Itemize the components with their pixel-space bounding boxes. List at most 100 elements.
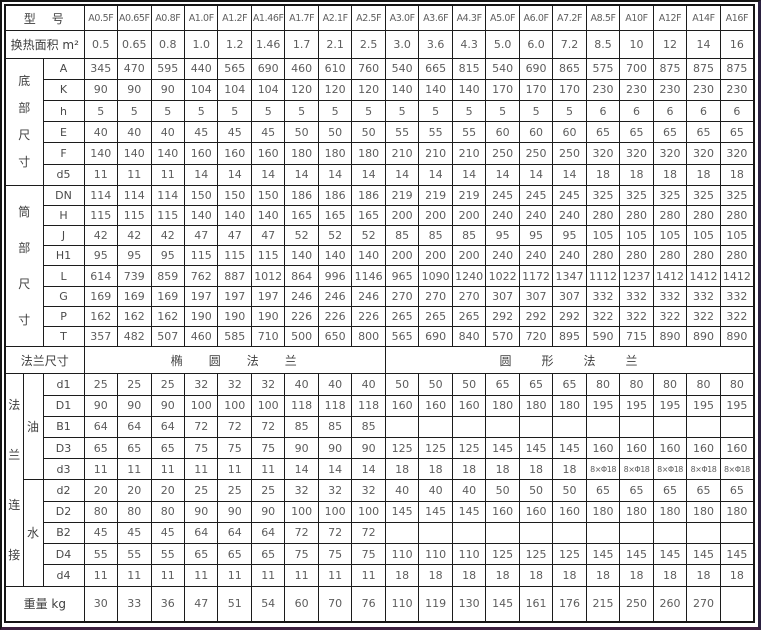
- dim-value: 245: [518, 184, 554, 206]
- dim-value: 180: [619, 500, 654, 523]
- dim-value: 32: [183, 373, 219, 396]
- model-name: A2.5F: [351, 4, 386, 32]
- dim-value: 5: [150, 99, 185, 123]
- dim-value: 11: [217, 458, 252, 481]
- dim-value: 11: [117, 163, 152, 186]
- dim-value: 65: [83, 437, 119, 460]
- weight-value: 36: [150, 585, 185, 623]
- dim-value: 5: [317, 99, 353, 123]
- dim-value: 50: [451, 373, 487, 396]
- dim-value: 140: [451, 78, 487, 101]
- dim-value: 11: [150, 458, 185, 481]
- dim-value: 180: [351, 142, 386, 165]
- table-row: P 162 162 162 190 190 190 226 226 226 265 265 265 292…: [5, 305, 755, 328]
- model-name: A12F: [652, 4, 688, 32]
- dim-value: 42: [150, 225, 185, 247]
- dim-value: 1112: [585, 265, 621, 287]
- dim-value: 11: [351, 564, 386, 587]
- dim-value: 85: [351, 415, 386, 439]
- row-label: H1: [42, 245, 85, 267]
- area-value: 5.0: [485, 30, 520, 59]
- weight-value: 33: [117, 585, 152, 623]
- dim-value: 104: [183, 78, 219, 101]
- area-value: 8.5: [585, 30, 621, 59]
- dim-value: 65: [652, 479, 688, 502]
- dim-value: 1237: [619, 265, 654, 287]
- dim-value: 118: [284, 394, 319, 417]
- dim-value: 64: [183, 521, 219, 545]
- dim-value: 1022: [485, 265, 520, 287]
- weight-value: 47: [183, 585, 219, 623]
- row-label: d4: [42, 564, 85, 587]
- dim-value: 50: [351, 121, 386, 144]
- dim-value: 75: [250, 437, 286, 460]
- dim-value: 60: [518, 121, 554, 144]
- dim-value: 72: [183, 415, 219, 439]
- row-label: D1: [42, 394, 85, 417]
- dim-value: 105: [619, 225, 654, 247]
- dim-value: 140: [418, 78, 453, 101]
- dim-value: 540: [384, 57, 420, 80]
- dim-value: 75: [317, 543, 353, 566]
- dim-value: 100: [317, 500, 353, 523]
- dim-value: 8×Φ18: [719, 458, 755, 481]
- dim-value: 114: [83, 184, 119, 206]
- dim-value: 18: [418, 564, 453, 587]
- dim-value: 80: [83, 500, 119, 523]
- dim-value: 65: [518, 373, 554, 396]
- dim-value: 145: [518, 437, 554, 460]
- dim-value: 145: [686, 543, 721, 566]
- dim-value: 25: [150, 373, 185, 396]
- dim-value: 40: [418, 479, 453, 502]
- dim-value: 105: [719, 225, 755, 247]
- dim-value: 95: [485, 225, 520, 247]
- model-name: A0.5F: [83, 4, 119, 32]
- dim-value: 75: [351, 543, 386, 566]
- dim-value: 325: [585, 184, 621, 206]
- dim-value: 40: [117, 121, 152, 144]
- dim-value: 18: [719, 163, 755, 186]
- model-name: A1.0F: [183, 4, 219, 32]
- dim-value: 11: [217, 564, 252, 587]
- medium-label: 油: [22, 373, 44, 481]
- dim-value: 64: [83, 415, 119, 439]
- weight-value: 130: [451, 585, 487, 623]
- weight-value: 215: [585, 585, 621, 623]
- dim-value: 357: [83, 326, 119, 348]
- dim-value: 200: [451, 245, 487, 267]
- dim-value: 180: [652, 500, 688, 523]
- dim-value: [418, 521, 453, 545]
- dim-value: 230: [719, 78, 755, 101]
- dim-value: 140: [83, 142, 119, 165]
- dim-value: 95: [117, 245, 152, 267]
- dim-value: 85: [418, 225, 453, 247]
- dim-value: 320: [686, 142, 721, 165]
- dim-value: 470: [117, 57, 152, 80]
- dim-value: 105: [686, 225, 721, 247]
- dim-value: 72: [317, 521, 353, 545]
- dim-value: 1347: [552, 265, 587, 287]
- table-row: T 357 482 507 460 585 710 500 650 800 565 690 840 570…: [5, 326, 755, 348]
- dim-value: 246: [284, 285, 319, 307]
- model-name: A1.2F: [217, 4, 252, 32]
- model-name: A7.2F: [552, 4, 587, 32]
- dim-value: 190: [250, 305, 286, 328]
- dim-value: 5: [83, 99, 119, 123]
- table-row: E 40 40 40 45 45 45 50 50 50 55 55 55 60 60 60 65 65 65 65 6…: [5, 121, 755, 144]
- table-row: d5 11 11 11 14 14 14 14 14 14 14 14 14 14 14 14 18 18 18 18…: [5, 163, 755, 186]
- table-row: G 169 169 169 197 197 197 246 246 246 270 270 270 307…: [5, 285, 755, 307]
- dim-value: 104: [217, 78, 252, 101]
- dim-value: 40: [150, 121, 185, 144]
- dim-value: 40: [284, 373, 319, 396]
- area-value: 7.2: [552, 30, 587, 59]
- dim-value: 6: [719, 99, 755, 123]
- dim-value: 482: [117, 326, 152, 348]
- dim-value: 859: [150, 265, 185, 287]
- model-name: A8.5F: [585, 4, 621, 32]
- dim-value: 575: [585, 57, 621, 80]
- dim-value: 65: [619, 121, 654, 144]
- weight-value: 110: [384, 585, 420, 623]
- dim-value: 270: [451, 285, 487, 307]
- dim-value: 320: [619, 142, 654, 165]
